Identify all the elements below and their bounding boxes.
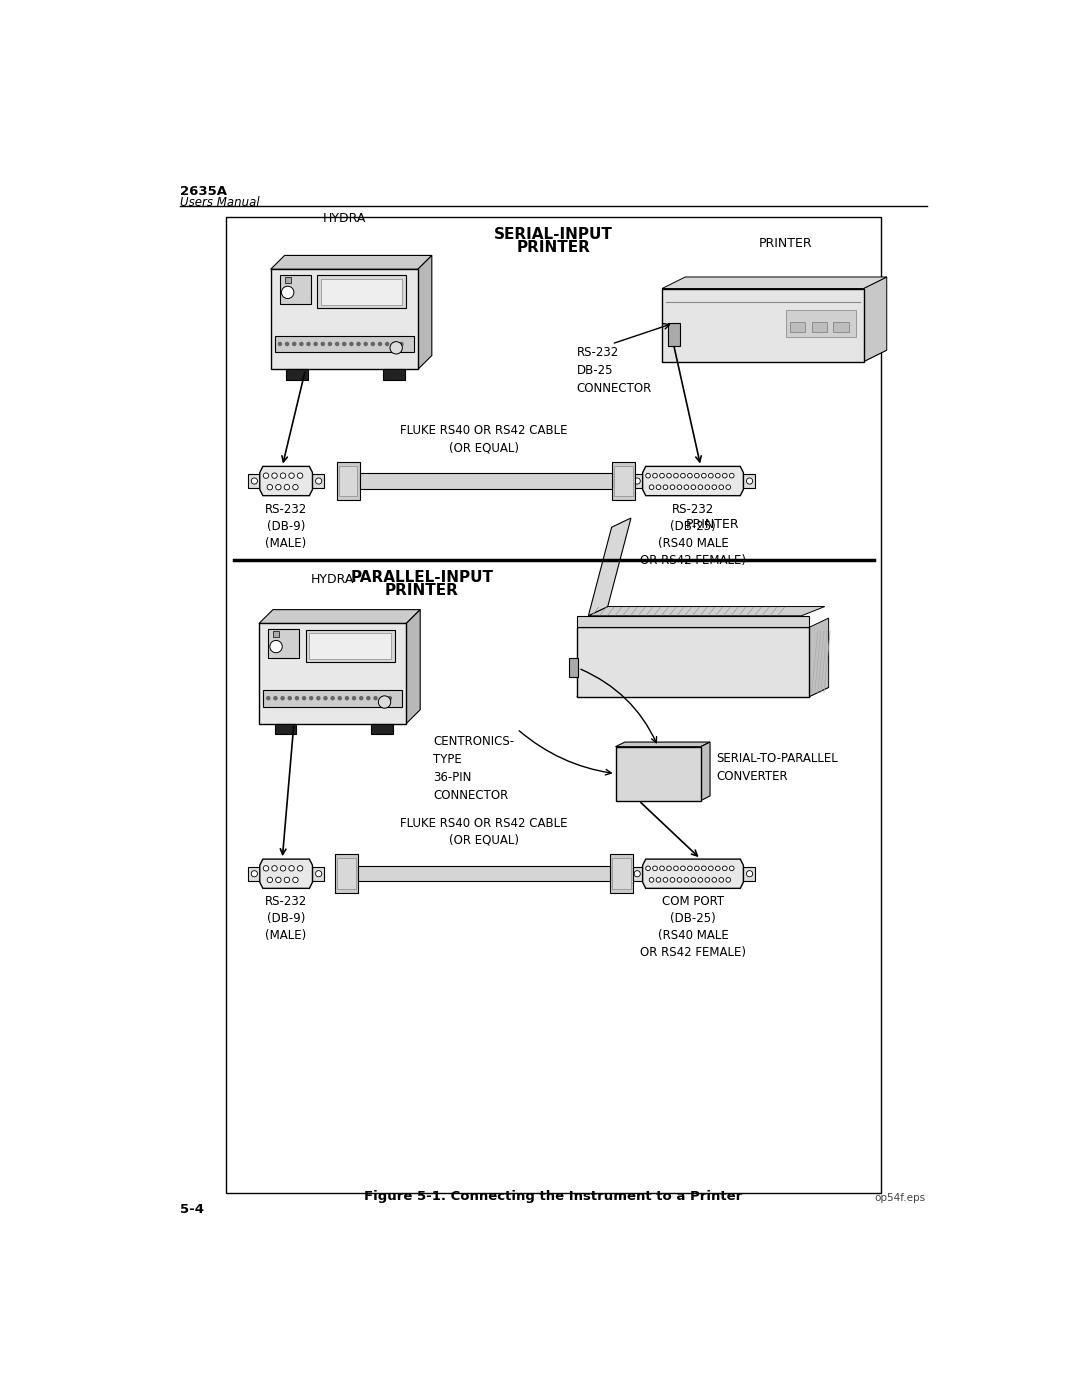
Bar [268,629,299,658]
Circle shape [702,866,706,870]
Circle shape [342,342,346,345]
Bar [631,866,643,880]
Circle shape [272,474,278,478]
Text: RS-232
(DB-9)
(MALE): RS-232 (DB-9) (MALE) [265,503,307,549]
Text: PRINTER: PRINTER [384,583,459,598]
Circle shape [698,877,703,882]
Bar [834,323,849,331]
Polygon shape [643,467,743,496]
Text: 2635A: 2635A [180,184,227,197]
Circle shape [726,485,730,489]
Circle shape [288,697,292,700]
Bar [286,369,308,380]
Polygon shape [662,277,887,289]
Text: PRINTER: PRINTER [686,518,739,531]
Circle shape [315,870,322,877]
Circle shape [285,342,288,345]
Circle shape [390,342,403,353]
Circle shape [367,697,370,700]
Circle shape [346,697,349,700]
Circle shape [634,870,640,877]
Circle shape [336,342,339,345]
Circle shape [393,342,396,345]
Circle shape [295,697,298,700]
Circle shape [315,478,322,485]
Circle shape [723,474,727,478]
Circle shape [264,474,269,478]
Text: HYDRA: HYDRA [311,573,354,587]
Bar [372,724,393,735]
Bar [662,289,864,362]
Bar [577,616,809,627]
Circle shape [746,478,753,485]
Bar [284,277,291,284]
Circle shape [729,474,734,478]
Circle shape [680,866,685,870]
Text: RS-232
(DB-9)
(MALE): RS-232 (DB-9) (MALE) [265,895,307,943]
Circle shape [646,866,650,870]
Bar [613,465,633,496]
Circle shape [281,474,286,478]
Circle shape [279,342,282,345]
Text: Users Manual: Users Manual [180,196,259,210]
Polygon shape [809,617,828,697]
Circle shape [657,485,661,489]
Circle shape [680,474,685,478]
Circle shape [374,697,377,700]
Bar [616,746,701,800]
Circle shape [666,866,672,870]
Circle shape [338,697,341,700]
Circle shape [321,342,324,345]
Circle shape [293,485,298,490]
Circle shape [252,478,257,485]
Circle shape [264,866,269,872]
Polygon shape [589,606,825,616]
Text: FLUKE RS40 OR RS42 CABLE
(OR EQUAL): FLUKE RS40 OR RS42 CABLE (OR EQUAL) [400,817,567,847]
Circle shape [719,877,724,882]
Circle shape [293,342,296,345]
Circle shape [649,485,653,489]
Circle shape [388,697,391,700]
Text: PRINTER: PRINTER [516,240,591,256]
Circle shape [723,866,727,870]
Bar [318,275,406,307]
Bar [321,278,403,305]
Polygon shape [260,467,312,496]
Text: COM PORT
(DB-25)
(RS40 MALE
OR RS42 FEMALE): COM PORT (DB-25) (RS40 MALE OR RS42 FEMA… [640,895,746,960]
Circle shape [646,474,650,478]
Circle shape [378,696,391,708]
Bar [312,866,324,880]
Bar [577,627,809,697]
Circle shape [666,474,672,478]
Polygon shape [701,742,710,800]
Circle shape [652,866,658,870]
Circle shape [357,342,360,345]
Circle shape [275,877,281,883]
Circle shape [684,877,689,882]
Circle shape [378,342,381,345]
Text: CENTRONICS-
TYPE
36-PIN
CONNECTOR: CENTRONICS- TYPE 36-PIN CONNECTOR [433,735,514,802]
Bar [631,474,643,488]
Bar [227,217,881,1193]
Circle shape [663,485,667,489]
Circle shape [715,474,720,478]
Circle shape [284,485,289,490]
Circle shape [275,485,281,490]
Circle shape [328,342,332,345]
Circle shape [688,474,692,478]
Bar [306,630,394,662]
Circle shape [364,342,367,345]
Circle shape [272,866,278,872]
Bar [248,474,260,488]
Circle shape [670,877,675,882]
Circle shape [663,877,667,882]
Circle shape [302,697,306,700]
Circle shape [316,697,320,700]
Text: op54f.eps: op54f.eps [875,1193,926,1203]
Circle shape [267,877,272,883]
Bar [312,474,324,488]
Bar [271,270,418,369]
Polygon shape [259,609,420,623]
Bar [339,465,357,496]
Polygon shape [662,351,887,362]
